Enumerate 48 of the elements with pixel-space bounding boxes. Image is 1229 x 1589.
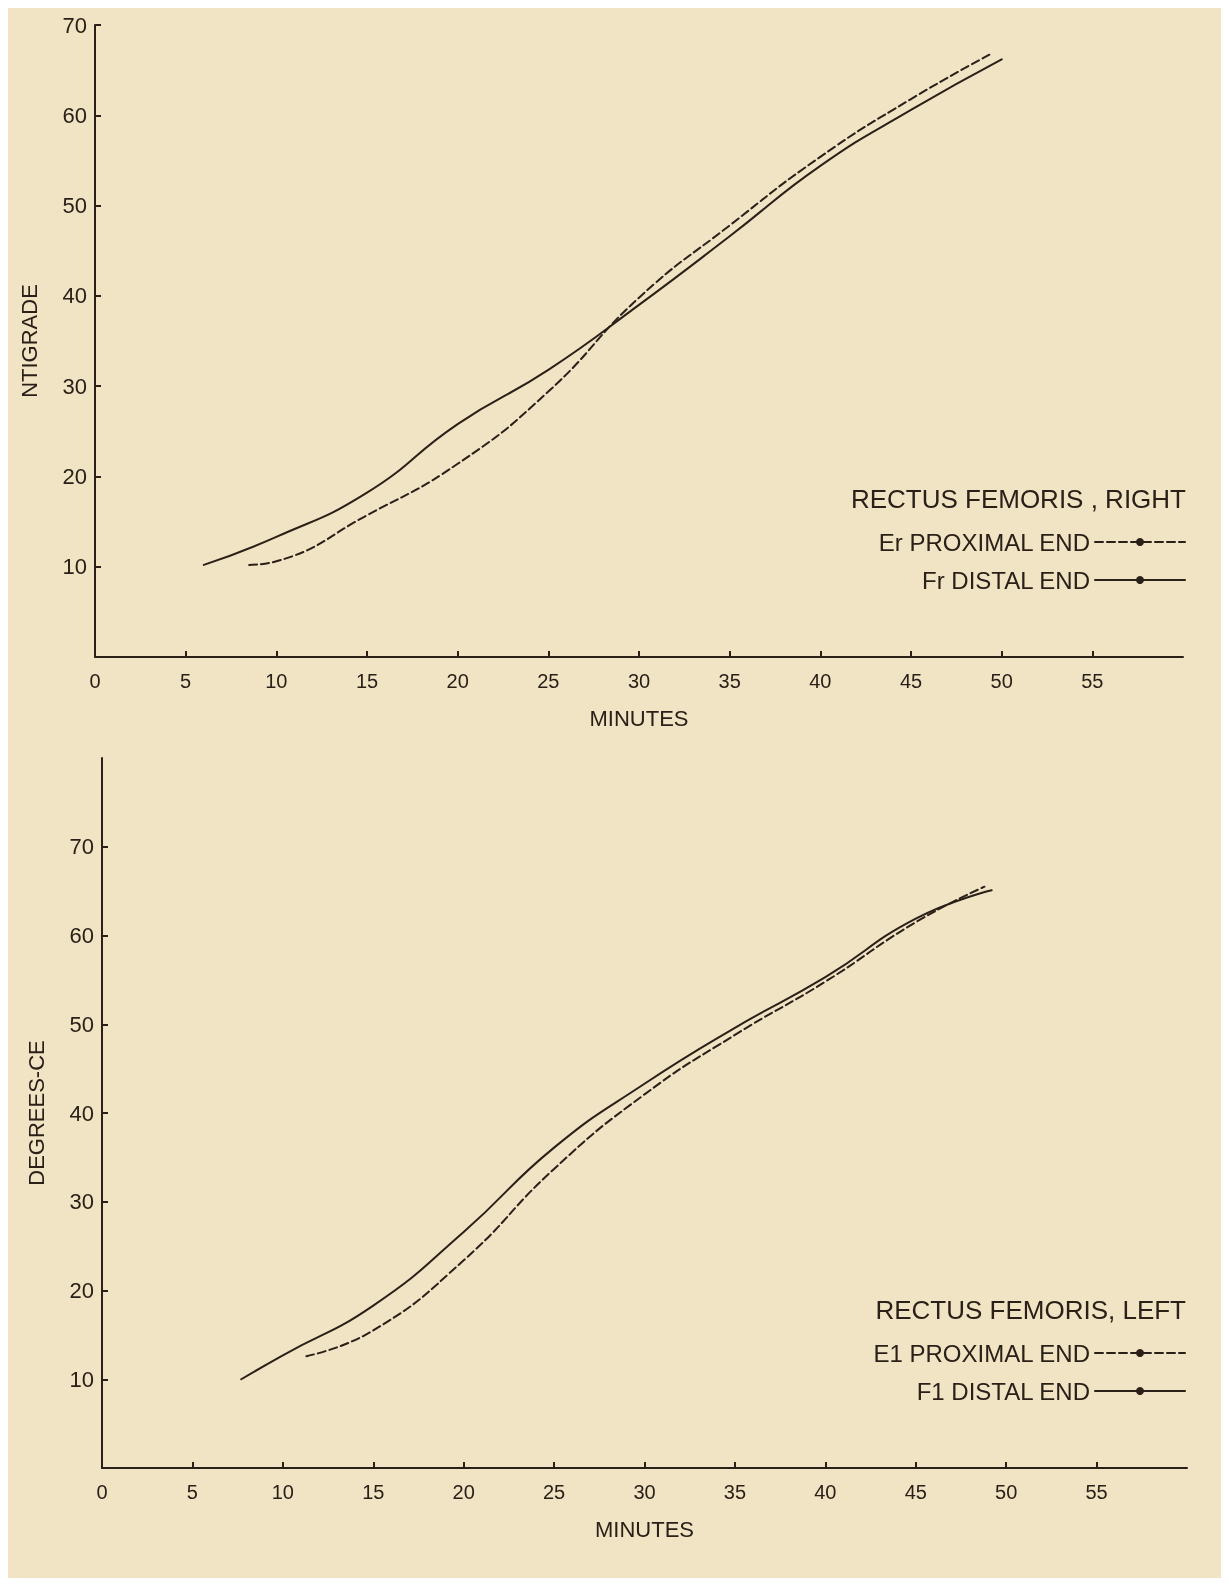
x-tick-label: 5 (180, 670, 192, 692)
x-tick-label: 10 (271, 1481, 294, 1503)
x-tick-label: 35 (718, 670, 741, 692)
x-axis-title: MINUTES (589, 705, 689, 731)
x-tick-label: 15 (362, 1481, 385, 1503)
x-tick-label: 0 (89, 670, 101, 692)
x-tick-label: 55 (1085, 1481, 1108, 1503)
y-axis-title: DEGREES-CE (23, 1040, 49, 1186)
x-tick-label: 50 (995, 1481, 1018, 1503)
x-tick-label: 25 (537, 670, 560, 692)
x-tick-label: 25 (542, 1481, 566, 1503)
x-tick-label: 40 (809, 670, 832, 692)
x-tick-label: 20 (446, 670, 469, 692)
y-tick-label: 30 (62, 373, 87, 399)
legend-label: E1 PROXIMAL END (873, 1339, 1090, 1367)
legend-label: Er PROXIMAL END (878, 528, 1090, 556)
x-tick-label: 50 (990, 670, 1013, 692)
x-axis-title: MINUTES (595, 1516, 694, 1542)
y-tick-label: 10 (69, 1366, 94, 1392)
x-tick-label: 40 (814, 1481, 837, 1503)
legend-label: Fr DISTAL END (921, 566, 1090, 594)
x-tick-label: 10 (265, 670, 288, 692)
x-tick-label: 30 (627, 670, 651, 692)
y-tick-label: 50 (62, 193, 87, 219)
y-tick-label: 60 (69, 923, 94, 948)
x-tick-label: 30 (633, 1481, 656, 1503)
legend-title: RECTUS FEMORIS, LEFT (875, 1295, 1187, 1325)
y-tick-label: 70 (69, 834, 94, 860)
x-tick-label: 55 (1081, 670, 1104, 692)
y-tick-label: 20 (69, 1278, 94, 1303)
y-tick-label: 40 (62, 283, 87, 309)
y-axis-title: NTIGRADE (16, 284, 42, 398)
x-tick-label: 5 (186, 1481, 198, 1503)
y-tick-label: 10 (62, 554, 87, 580)
legend-title: RECTUS FEMORIS , RIGHT (850, 484, 1187, 514)
y-tick-label: 50 (69, 1011, 94, 1037)
y-tick-label: 60 (62, 102, 87, 128)
x-tick-label: 45 (904, 1481, 927, 1503)
x-tick-label: 0 (96, 1481, 108, 1503)
x-tick-label: 35 (723, 1481, 747, 1503)
y-tick-label: 30 (69, 1189, 94, 1215)
x-tick-label: 15 (355, 670, 379, 692)
legend-label: F1 DISTAL END (916, 1377, 1090, 1405)
x-tick-label: 45 (899, 670, 923, 692)
y-tick-label: 40 (69, 1100, 94, 1126)
x-tick-label: 20 (452, 1481, 475, 1503)
y-tick-label: 70 (62, 12, 87, 38)
y-tick-label: 20 (62, 463, 87, 489)
